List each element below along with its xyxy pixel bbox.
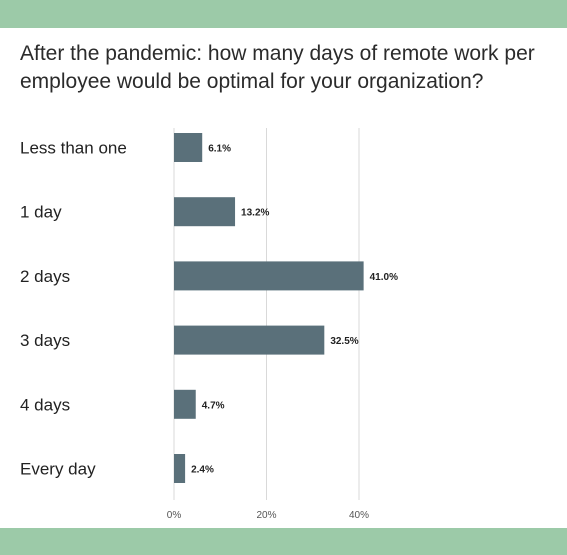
category-label: 2 days bbox=[20, 267, 70, 286]
bar bbox=[174, 454, 186, 483]
value-label: 4.7% bbox=[202, 400, 225, 411]
value-label: 32.5% bbox=[330, 336, 358, 347]
bar bbox=[174, 261, 364, 291]
x-tick-label: 0% bbox=[167, 510, 182, 521]
chart-title: After the pandemic: how many days of rem… bbox=[20, 42, 535, 93]
category-label: 3 days bbox=[20, 331, 70, 350]
value-label: 41.0% bbox=[370, 272, 398, 283]
category-label: Less than one bbox=[20, 139, 127, 158]
value-label: 6.1% bbox=[208, 144, 231, 155]
bottom-band bbox=[0, 528, 567, 555]
bar bbox=[174, 197, 236, 227]
value-label: 2.4% bbox=[191, 465, 214, 476]
bar bbox=[174, 133, 203, 162]
category-label: 1 day bbox=[20, 203, 62, 222]
x-tick-label: 20% bbox=[256, 510, 276, 521]
bar bbox=[174, 389, 196, 419]
value-label: 13.2% bbox=[241, 208, 269, 219]
x-tick-label: 40% bbox=[349, 510, 369, 521]
bar bbox=[174, 325, 325, 355]
category-label: Every day bbox=[20, 460, 96, 479]
category-label: 4 days bbox=[20, 395, 70, 414]
top-band bbox=[0, 0, 567, 28]
